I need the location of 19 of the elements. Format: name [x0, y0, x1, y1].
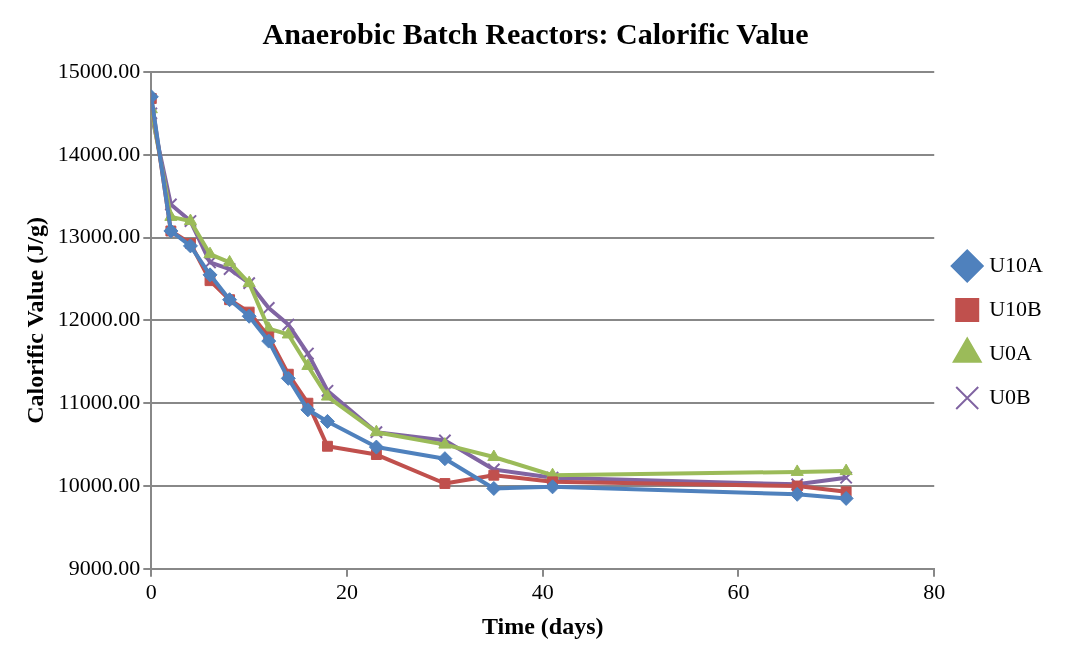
y-tick-label: 10000.00 [57, 471, 141, 497]
y-axis-title: Calorific Value (J/g) [21, 217, 48, 424]
y-tick-label: 12000.00 [57, 306, 141, 332]
legend-label: U10B [989, 295, 1042, 321]
x-tick-label: 40 [531, 578, 554, 604]
legend-label: U0A [989, 339, 1033, 365]
x-axis-title: Time (days) [481, 612, 604, 639]
y-tick-label: 15000.00 [57, 57, 141, 83]
y-tick-label: 9000.00 [68, 554, 141, 580]
chart-title: Anaerobic Batch Reactors: Calorific Value [262, 16, 809, 50]
y-tick-label: 11000.00 [58, 388, 141, 414]
legend-label: U0B [989, 383, 1031, 409]
x-tick-label: 20 [336, 578, 359, 604]
y-tick-label: 13000.00 [57, 223, 141, 249]
x-tick-label: 0 [145, 578, 157, 604]
y-tick-label: 14000.00 [57, 140, 141, 166]
x-tick-label: 60 [727, 578, 750, 604]
legend-label: U10A [989, 251, 1044, 277]
x-tick-label: 80 [923, 578, 946, 604]
